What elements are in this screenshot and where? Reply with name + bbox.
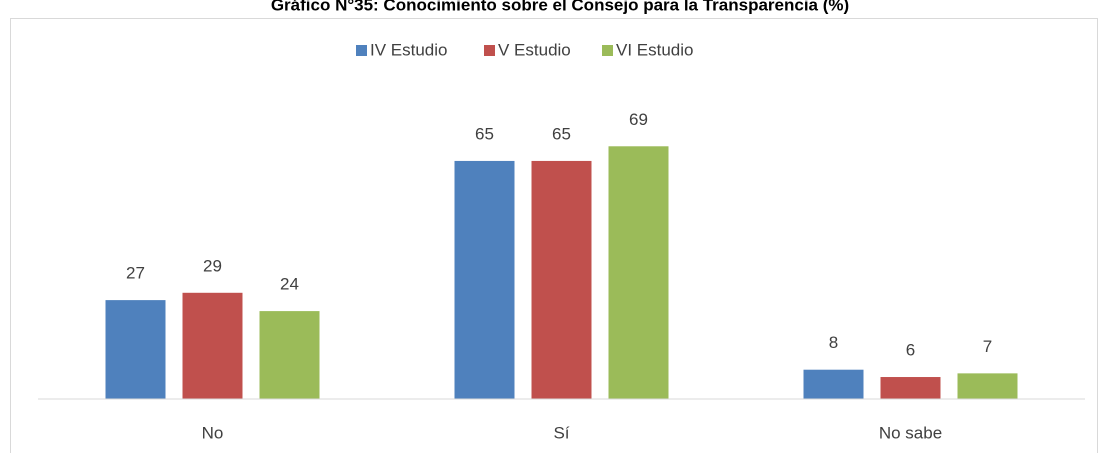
bar — [531, 160, 592, 399]
data-label: 27 — [126, 264, 145, 283]
data-label: 7 — [983, 337, 992, 356]
bar — [880, 377, 941, 399]
bar — [608, 146, 669, 399]
x-tick-label: Sí — [553, 423, 569, 442]
data-label: 8 — [829, 333, 838, 352]
legend-swatch — [484, 45, 495, 56]
data-label: 65 — [475, 124, 494, 143]
bar — [182, 292, 243, 399]
bar — [957, 373, 1018, 399]
legend-swatch — [602, 45, 613, 56]
data-label: 24 — [280, 275, 299, 294]
x-tick-label: No sabe — [879, 423, 942, 442]
bar — [454, 160, 515, 399]
chart-title: Gráfico N°35: Conocimiento sobre el Cons… — [271, 0, 849, 14]
x-tick-label: No — [202, 423, 224, 442]
legend-label: VI Estudio — [616, 40, 694, 59]
data-label: 65 — [552, 124, 571, 143]
legend-label: V Estudio — [498, 40, 571, 59]
bar — [259, 311, 320, 399]
legend-label: IV Estudio — [370, 40, 448, 59]
bar — [105, 300, 166, 399]
data-label: 6 — [906, 341, 915, 360]
data-label: 29 — [203, 256, 222, 275]
data-label: 69 — [629, 110, 648, 129]
bar — [803, 369, 864, 399]
legend-swatch — [356, 45, 367, 56]
